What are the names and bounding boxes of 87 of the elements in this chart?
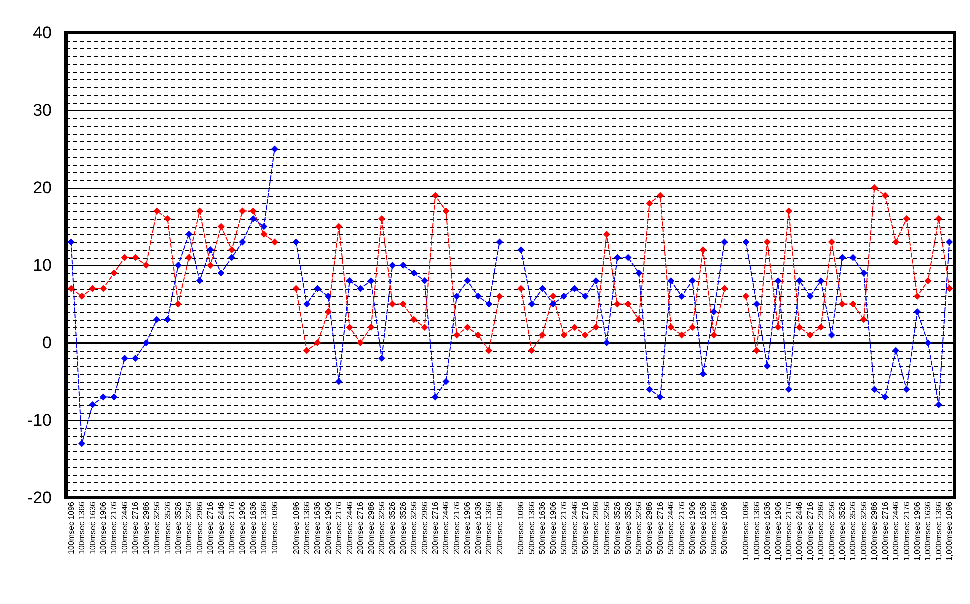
x-tick-label: 100msec 1636 bbox=[248, 501, 258, 554]
x-tick-label: 1,000msec 2176 bbox=[784, 501, 794, 562]
x-tick-label: 500msec 3256 bbox=[602, 501, 612, 554]
x-tick-label: 200msec 2176 bbox=[334, 501, 344, 554]
x-tick-label: 500msec 2446 bbox=[570, 501, 580, 554]
x-tick-label: 500msec 1906 bbox=[548, 501, 558, 554]
y-tick-label: 40 bbox=[33, 24, 52, 42]
x-tick-label: 100msec 1906 bbox=[98, 501, 108, 554]
x-tick-label: 100msec 3256 bbox=[152, 501, 162, 554]
x-tick-label: 1,000msec 2716 bbox=[806, 501, 815, 562]
x-tick-label: 1,000msec 1096 bbox=[945, 501, 954, 562]
x-tick-label: 100msec 2986 bbox=[142, 501, 151, 554]
x-tick-label: 500msec 3526 bbox=[613, 501, 622, 554]
x-tick-label: 200msec 1636 bbox=[474, 501, 483, 554]
x-tick-label: 1,000msec 3526 bbox=[848, 501, 858, 562]
x-tick-label: 500msec 1366 bbox=[710, 501, 719, 554]
y-tick-label: 10 bbox=[33, 256, 52, 275]
x-tick-label: 100msec 2176 bbox=[110, 501, 119, 554]
x-tick-label: 200msec 1636 bbox=[313, 501, 322, 554]
x-tick-label: 500msec 1366 bbox=[527, 501, 536, 554]
x-tick-label: 100msec 1906 bbox=[238, 501, 248, 554]
x-tick-label: 100msec 2446 bbox=[216, 501, 226, 554]
x-tick-label: 1,000msec 2446 bbox=[795, 501, 804, 562]
x-tick-label: 200msec 3256 bbox=[377, 501, 386, 554]
x-tick-label: 200msec 3526 bbox=[398, 501, 408, 554]
x-tick-label: 100msec 1096 bbox=[270, 501, 280, 554]
x-tick-label: 200msec 3256 bbox=[410, 501, 419, 554]
x-tick-label: 200msec 2716 bbox=[431, 501, 440, 554]
x-tick-label: 1,000msec 1636 bbox=[924, 501, 933, 562]
x-tick-label: 100msec 1636 bbox=[88, 501, 98, 554]
y-tick-label: 20 bbox=[33, 178, 52, 198]
x-tick-label: 1,000msec 1906 bbox=[774, 501, 783, 562]
x-tick-label: 100msec 1366 bbox=[260, 501, 269, 554]
x-tick-label: 100msec 2986 bbox=[195, 501, 204, 554]
x-tick-label: 100msec 1366 bbox=[78, 501, 87, 554]
x-tick-label: 1,000msec 1366 bbox=[934, 501, 944, 562]
x-tick-label: 1,000msec 1906 bbox=[913, 501, 922, 562]
x-tick-label: 100msec 2446 bbox=[120, 501, 130, 554]
x-tick-label: 500msec 1636 bbox=[698, 501, 708, 554]
x-tick-label: 100msec 2716 bbox=[206, 501, 216, 554]
y-tick-label: -10 bbox=[27, 411, 52, 430]
x-tick-label: 500msec 1096 bbox=[720, 501, 730, 554]
x-tick-label: 200msec 1906 bbox=[463, 501, 472, 554]
x-tick-label: 200msec 2176 bbox=[452, 501, 462, 554]
x-tick-label: 200msec 1366 bbox=[302, 501, 312, 554]
x-tick-label: 200msec 2986 bbox=[420, 501, 430, 554]
x-tick-label: 500msec 1096 bbox=[516, 501, 526, 554]
x-tick-label: 500msec 1636 bbox=[538, 501, 548, 554]
x-tick-label: 200msec 2986 bbox=[366, 501, 376, 554]
x-tick-label: 1,000msec 1366 bbox=[752, 501, 762, 562]
x-tick-label: 100msec 2176 bbox=[228, 501, 237, 554]
x-tick-label: 200msec 2446 bbox=[442, 501, 451, 554]
x-tick-label: 1,000msec 2176 bbox=[902, 501, 912, 562]
y-tick-label: 0 bbox=[42, 334, 52, 352]
x-tick-label: 1,000msec 2716 bbox=[880, 501, 890, 562]
y-tick-label: 30 bbox=[33, 101, 52, 120]
x-tick-label: 500msec 2986 bbox=[592, 501, 601, 554]
x-tick-label: 500msec 2176 bbox=[677, 501, 686, 554]
x-tick-label: 500msec 2446 bbox=[666, 501, 676, 554]
x-tick-label: 500msec 2716 bbox=[656, 501, 665, 554]
x-tick-label: 500msec 1906 bbox=[688, 501, 698, 554]
x-tick-label: 1,000msec 3256 bbox=[827, 501, 836, 562]
x-tick-label: 200msec 1096 bbox=[292, 501, 301, 554]
x-tick-label: 1,000msec 1096 bbox=[742, 501, 751, 562]
x-tick-label: 200msec 1366 bbox=[484, 501, 494, 554]
x-tick-label: 500msec 2716 bbox=[580, 501, 590, 554]
x-tick-label: 100msec 1096 bbox=[66, 501, 76, 554]
x-tick-label: 500msec 2986 bbox=[645, 501, 654, 554]
x-tick-label: 1,000msec 2446 bbox=[892, 501, 901, 562]
x-tick-label: 200msec 2716 bbox=[356, 501, 366, 554]
x-tick-label: 1,000msec 2986 bbox=[816, 501, 826, 562]
x-tick-label: 100msec 3526 bbox=[163, 501, 172, 554]
x-tick-label: 200msec 2446 bbox=[345, 501, 354, 554]
x-tick-label: 500msec 3256 bbox=[634, 501, 644, 554]
x-tick-label: 500msec 2176 bbox=[560, 501, 569, 554]
x-tick-label: 1,000msec 1636 bbox=[763, 501, 772, 562]
x-tick-label: 1,000msec 3526 bbox=[838, 501, 848, 562]
x-tick-label: 200msec 1096 bbox=[495, 501, 504, 554]
x-tick-label: 1,000msec 3256 bbox=[859, 501, 868, 562]
x-tick-label: 500msec 3526 bbox=[624, 501, 633, 554]
x-tick-label: 1,000msec 2986 bbox=[870, 501, 880, 562]
y-tick-label: -20 bbox=[27, 488, 52, 508]
x-tick-label: 100msec 2716 bbox=[131, 501, 140, 554]
x-tick-label: 200msec 3526 bbox=[388, 501, 398, 554]
x-tick-label: 100msec 3526 bbox=[174, 501, 183, 554]
x-tick-label: 200msec 1906 bbox=[324, 501, 333, 554]
x-tick-label: 100msec 3256 bbox=[184, 501, 194, 554]
